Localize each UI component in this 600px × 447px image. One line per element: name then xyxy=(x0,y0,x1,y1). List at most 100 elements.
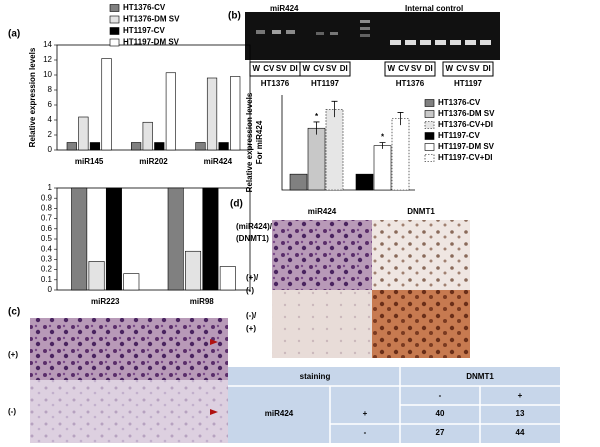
gel-image xyxy=(245,12,500,60)
table-header: DNMT1 xyxy=(466,372,494,381)
error-bar xyxy=(397,112,404,126)
y-tick-label: 0.8 xyxy=(41,204,53,213)
lane-label: CV xyxy=(456,64,468,73)
bar xyxy=(373,145,392,191)
legend-label: HT1376-DM SV xyxy=(123,15,180,24)
table-cell: 13 xyxy=(516,409,525,418)
lane-label: SV xyxy=(411,64,422,73)
bar xyxy=(218,142,229,151)
y-tick-label: 0.4 xyxy=(41,244,53,253)
y-tick-label: 0.1 xyxy=(41,275,53,284)
table-subheader: - xyxy=(439,391,442,400)
row-label: (+) xyxy=(8,350,18,359)
lane-label: SV xyxy=(276,64,287,73)
group-label: HT1376 xyxy=(396,79,425,88)
bar xyxy=(131,142,142,151)
x-tick-label: miR424 xyxy=(204,157,233,166)
y-tick-label: 6 xyxy=(48,100,53,109)
legend-swatch xyxy=(424,99,435,107)
lane-label: W xyxy=(252,64,260,73)
table-cell: - xyxy=(364,428,367,437)
y-tick-label: 1 xyxy=(48,183,53,192)
row-label: (-) xyxy=(8,407,16,416)
legend-label: HT1197-DM SV xyxy=(438,142,495,151)
group-label: HT1197 xyxy=(311,79,340,88)
error-bar xyxy=(331,100,338,118)
y-tick-label: 0 xyxy=(48,285,53,294)
legend-label: HT1376-DM SV xyxy=(438,109,495,118)
bar xyxy=(230,76,241,151)
bar xyxy=(185,250,202,291)
table-header: staining xyxy=(300,372,331,381)
gel-bands xyxy=(256,20,491,45)
y-tick-label: 4 xyxy=(48,115,53,124)
lane-label: SV xyxy=(469,64,480,73)
row-header: (miR424)/ xyxy=(236,222,273,231)
legend-label: HT1376-CV xyxy=(123,3,166,12)
x-tick-label: miR202 xyxy=(139,157,168,166)
lane-label: DI xyxy=(483,64,491,73)
table-row-label: miR424 xyxy=(265,409,294,418)
annotation: * xyxy=(381,133,385,142)
lane-label: DI xyxy=(425,64,433,73)
y-tick-label: 0.7 xyxy=(41,214,53,223)
error-bar xyxy=(379,142,386,149)
lane-label: DI xyxy=(290,64,298,73)
plot-frame xyxy=(56,44,251,151)
y-tick-label: 0.6 xyxy=(41,224,53,233)
arrow xyxy=(210,409,218,415)
panel-label: (d) xyxy=(230,199,243,210)
row-label: (+)/ xyxy=(246,273,259,282)
legend-swatch xyxy=(424,132,435,140)
column-label: DNMT1 xyxy=(407,207,435,216)
group-label: HT1197 xyxy=(454,79,483,88)
table-cell: 27 xyxy=(436,428,445,437)
bar xyxy=(154,142,165,151)
y-axis-label: Relative expression levels xyxy=(245,92,254,192)
lane-label: W xyxy=(445,64,453,73)
legend-swatch xyxy=(424,110,435,118)
legend-swatch xyxy=(424,121,435,129)
lane-label: CV xyxy=(263,64,275,73)
table-cell: 44 xyxy=(516,428,525,437)
y-axis-label: Relative expression levels xyxy=(28,47,37,147)
bar xyxy=(101,58,112,151)
histology-image xyxy=(129,318,228,380)
lane-box xyxy=(299,61,351,77)
histology-image xyxy=(372,220,470,290)
bar xyxy=(307,127,326,191)
y-tick-label: 12 xyxy=(43,55,52,64)
y-tick-label: 8 xyxy=(48,85,53,94)
legend-swatch xyxy=(109,15,120,24)
y-tick-label: 0 xyxy=(48,145,53,154)
y-tick-label: 0.2 xyxy=(41,265,53,274)
x-tick-label: miR145 xyxy=(75,157,104,166)
bar xyxy=(289,173,308,191)
bar xyxy=(206,77,218,151)
bar xyxy=(167,187,184,291)
legend-label: HT1197-CV xyxy=(123,26,165,35)
y-tick-label: 10 xyxy=(43,70,52,79)
lane-label: SV xyxy=(326,64,337,73)
legend-label: HT1197-DM SV xyxy=(123,38,180,47)
legend-label: HT1197-CV+DI xyxy=(438,153,492,162)
bar xyxy=(71,187,88,291)
y-tick-label: 14 xyxy=(43,40,52,49)
row-label: (-) xyxy=(246,286,254,295)
panel-label: (b) xyxy=(228,11,241,22)
bar xyxy=(78,116,89,151)
bar xyxy=(391,118,410,191)
y-tick-label: 0.3 xyxy=(41,255,53,264)
row-label: (-)/ xyxy=(246,311,257,320)
bar xyxy=(165,72,176,151)
column-label: miR424 xyxy=(308,207,337,216)
panel-label: (c) xyxy=(8,307,20,318)
legend-swatch xyxy=(109,4,120,12)
legend-swatch xyxy=(109,38,120,47)
lane-box xyxy=(384,61,436,77)
arrow xyxy=(210,339,218,345)
bar xyxy=(202,187,219,291)
gel-label: miR424 xyxy=(270,4,299,13)
bar xyxy=(88,261,105,291)
bar xyxy=(195,142,206,151)
